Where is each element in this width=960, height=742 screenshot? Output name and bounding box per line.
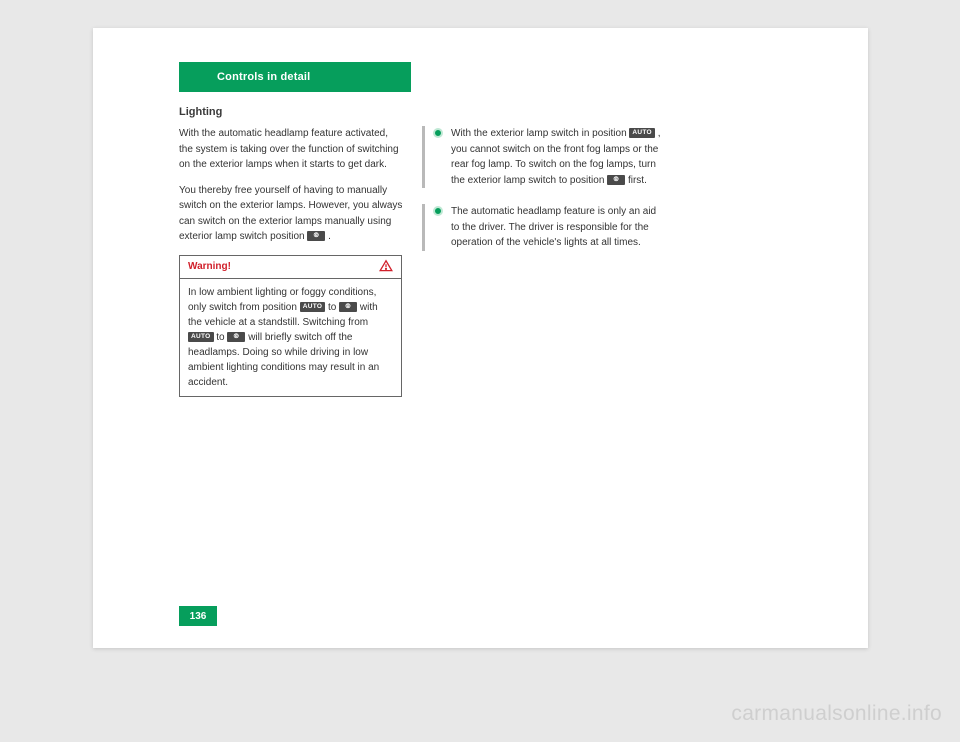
info-icon (433, 206, 443, 216)
note-text: With the exterior lamp switch in positio… (451, 126, 667, 188)
note-bar (422, 126, 425, 188)
warning-box: Warning! In low ambient lighting or fogg… (179, 255, 402, 397)
text: to (328, 302, 339, 313)
warning-icon (379, 259, 393, 275)
column-2: With the exterior lamp switch in positio… (422, 126, 667, 397)
text: first. (628, 175, 647, 186)
headlamp-icon: ⦾ (307, 231, 325, 241)
note-item: The automatic headlamp feature is only a… (422, 204, 667, 251)
manual-page: Controls in detail Lighting With the aut… (93, 28, 868, 648)
headlamp-icon: ⦾ (607, 175, 625, 185)
text: With the exterior lamp switch in positio… (451, 128, 629, 139)
page-number: 136 (179, 606, 217, 626)
note-item: With the exterior lamp switch in positio… (422, 126, 667, 188)
section-tab: Controls in detail (179, 62, 411, 92)
auto-icon: AUTO (629, 128, 655, 138)
column-1: With the automatic headlamp feature acti… (179, 126, 404, 397)
note-bar (422, 204, 425, 251)
headlamp-icon: ⦾ (227, 332, 245, 342)
warning-title: Warning! (188, 259, 231, 275)
info-icon (433, 128, 443, 138)
headlamp-icon: ⦾ (339, 302, 357, 312)
text: . (328, 231, 331, 242)
auto-icon: AUTO (188, 332, 214, 342)
tab-label: Controls in detail (217, 71, 310, 83)
warning-header: Warning! (180, 256, 401, 279)
content-columns: With the automatic headlamp feature acti… (179, 126, 779, 397)
paragraph: With the automatic headlamp feature acti… (179, 126, 404, 173)
note-text: The automatic headlamp feature is only a… (451, 204, 667, 251)
auto-icon: AUTO (300, 302, 326, 312)
warning-body: In low ambient lighting or foggy conditi… (180, 279, 401, 396)
text: to (216, 332, 227, 343)
text: You thereby free yourself of having to m… (179, 185, 402, 243)
paragraph: You thereby free yourself of having to m… (179, 183, 404, 245)
watermark: carmanualsonline.info (731, 702, 942, 726)
section-title: Lighting (179, 106, 222, 118)
